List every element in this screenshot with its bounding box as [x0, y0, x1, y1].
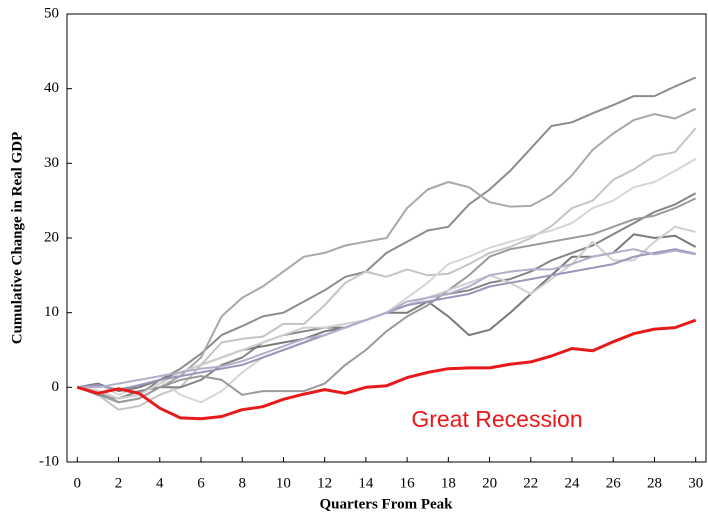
series-line [77, 248, 696, 389]
y-tick-label: 0 [52, 379, 60, 395]
y-tick-label: -10 [39, 453, 59, 469]
y-tick-label: 20 [44, 229, 59, 245]
y-tick-label: 30 [44, 155, 59, 171]
series-line [77, 248, 696, 391]
x-tick-label: 30 [688, 475, 703, 491]
x-tick-label: 24 [565, 475, 581, 491]
x-tick-label: 4 [156, 475, 164, 491]
x-tick-label: 26 [606, 475, 622, 491]
y-axis-title: Cumulative Change in Real GDP [9, 132, 25, 345]
y-tick-label: 50 [44, 5, 59, 21]
x-tick-label: 8 [238, 475, 246, 491]
series-line [76, 192, 697, 400]
series-line [76, 318, 697, 421]
x-tick-label: 0 [74, 475, 82, 491]
x-axis-title: Quarters From Peak [319, 496, 453, 512]
y-tick-label: 40 [44, 80, 59, 96]
series-line [76, 127, 697, 411]
x-tick-label: 6 [197, 475, 205, 491]
x-tick-label: 22 [523, 475, 538, 491]
x-tick-label: 28 [647, 475, 662, 491]
x-tick-label: 10 [276, 475, 291, 491]
x-tick-label: 18 [441, 475, 456, 491]
series-line [77, 76, 697, 400]
series-line [77, 197, 697, 404]
annotation: Great Recession [411, 406, 582, 432]
y-tick-label: 10 [44, 304, 59, 320]
x-tick-label: 12 [317, 475, 332, 491]
series-line [77, 158, 697, 404]
x-tick-label: 2 [115, 475, 123, 491]
x-tick-label: 16 [400, 475, 416, 491]
x-tick-label: 14 [358, 475, 374, 491]
x-tick-label: 20 [482, 475, 497, 491]
